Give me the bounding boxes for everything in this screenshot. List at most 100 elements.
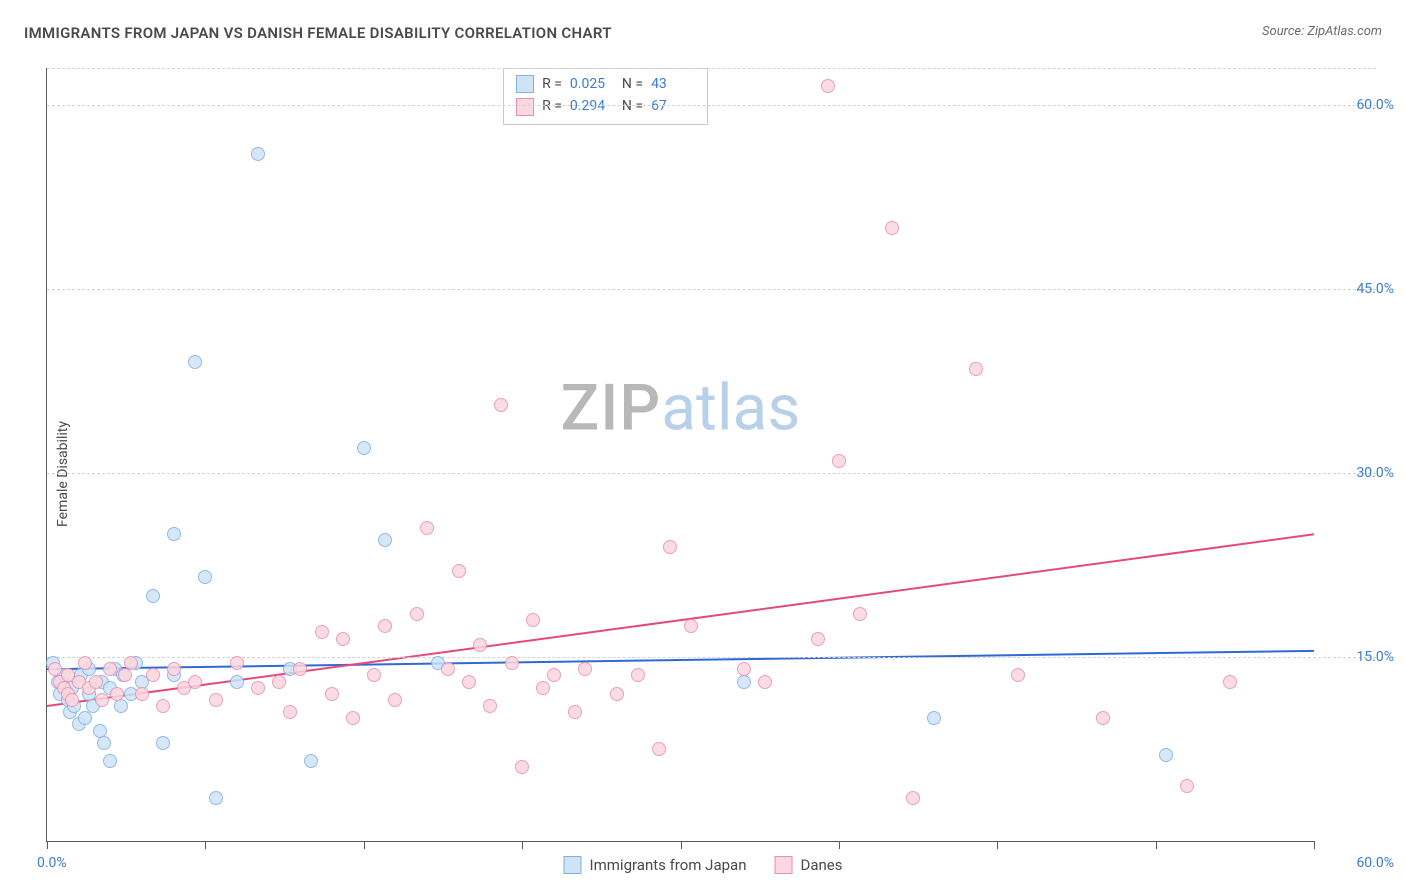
legend-label-0: Immigrants from Japan xyxy=(590,856,747,874)
scatter-point-series-1 xyxy=(135,687,149,701)
scatter-point-series-1 xyxy=(156,699,170,713)
scatter-point-series-1 xyxy=(684,619,698,633)
scatter-point-series-1 xyxy=(737,662,751,676)
scatter-point-series-1 xyxy=(1223,675,1237,689)
scatter-point-series-1 xyxy=(821,79,835,93)
r-value-1: 0.294 xyxy=(570,95,614,117)
scatter-plot: ZIPatlas R = 0.025 N = 43 R = 0.294 N = … xyxy=(46,68,1314,842)
scatter-point-series-0 xyxy=(114,699,128,713)
stats-legend: R = 0.025 N = 43 R = 0.294 N = 67 xyxy=(503,68,708,125)
scatter-point-series-1 xyxy=(494,398,508,412)
scatter-point-series-1 xyxy=(1011,668,1025,682)
r-label-1: R = xyxy=(542,95,562,117)
x-tick xyxy=(839,841,840,849)
scatter-point-series-1 xyxy=(251,681,265,695)
scatter-point-series-1 xyxy=(272,675,286,689)
scatter-point-series-1 xyxy=(336,632,350,646)
scatter-point-series-1 xyxy=(293,662,307,676)
legend-label-1: Danes xyxy=(800,856,842,874)
gridline xyxy=(47,68,1376,69)
scatter-point-series-0 xyxy=(146,589,160,603)
scatter-point-series-1 xyxy=(663,540,677,554)
scatter-point-series-0 xyxy=(103,754,117,768)
legend-item-0: Immigrants from Japan xyxy=(564,856,747,874)
scatter-point-series-0 xyxy=(156,736,170,750)
swatch-series-0 xyxy=(516,75,534,93)
scatter-point-series-1 xyxy=(505,656,519,670)
scatter-point-series-0 xyxy=(927,711,941,725)
n-value-0: 43 xyxy=(651,73,695,95)
scatter-point-series-1 xyxy=(230,656,244,670)
scatter-point-series-1 xyxy=(367,668,381,682)
watermark: ZIPatlas xyxy=(561,371,801,446)
scatter-point-series-1 xyxy=(420,521,434,535)
scatter-point-series-1 xyxy=(483,699,497,713)
scatter-point-series-0 xyxy=(188,355,202,369)
scatter-point-series-1 xyxy=(1180,779,1194,793)
x-tick xyxy=(47,841,48,849)
scatter-point-series-0 xyxy=(304,754,318,768)
gridline xyxy=(47,289,1376,290)
watermark-bold: ZIP xyxy=(561,371,662,446)
scatter-point-series-1 xyxy=(462,675,476,689)
x-max-label: 60.0% xyxy=(1356,855,1394,871)
scatter-point-series-0 xyxy=(251,147,265,161)
scatter-point-series-1 xyxy=(568,705,582,719)
x-min-label: 0.0% xyxy=(37,855,67,871)
x-tick xyxy=(681,841,682,849)
scatter-point-series-0 xyxy=(209,791,223,805)
scatter-point-series-1 xyxy=(631,668,645,682)
scatter-point-series-1 xyxy=(452,564,466,578)
scatter-point-series-1 xyxy=(118,668,132,682)
chart-container: Female Disability ZIPatlas R = 0.025 N =… xyxy=(0,56,1406,892)
scatter-point-series-1 xyxy=(325,687,339,701)
scatter-point-series-1 xyxy=(346,711,360,725)
n-value-1: 67 xyxy=(651,95,695,117)
scatter-point-series-1 xyxy=(969,362,983,376)
swatch-series-1 xyxy=(516,98,534,116)
r-label-0: R = xyxy=(542,73,562,95)
n-label-1: N = xyxy=(622,95,643,117)
x-tick xyxy=(522,841,523,849)
scatter-point-series-1 xyxy=(103,662,117,676)
scatter-point-series-1 xyxy=(89,675,103,689)
gridline xyxy=(47,105,1376,106)
x-tick xyxy=(997,841,998,849)
scatter-point-series-0 xyxy=(230,675,244,689)
bottom-legend: Immigrants from Japan Danes xyxy=(564,856,843,874)
scatter-point-series-1 xyxy=(1096,711,1110,725)
scatter-point-series-1 xyxy=(124,656,138,670)
scatter-point-series-0 xyxy=(167,527,181,541)
scatter-point-series-1 xyxy=(610,687,624,701)
stats-row-0: R = 0.025 N = 43 xyxy=(516,73,695,95)
page-title: IMMIGRANTS FROM JAPAN VS DANISH FEMALE D… xyxy=(24,24,612,42)
scatter-point-series-1 xyxy=(547,668,561,682)
scatter-point-series-1 xyxy=(410,607,424,621)
gridline xyxy=(47,657,1376,658)
scatter-point-series-1 xyxy=(906,791,920,805)
stats-row-1: R = 0.294 N = 67 xyxy=(516,95,695,117)
y-tick-label: 45.0% xyxy=(1334,281,1394,297)
scatter-point-series-1 xyxy=(811,632,825,646)
scatter-point-series-1 xyxy=(515,760,529,774)
scatter-point-series-1 xyxy=(388,693,402,707)
x-tick xyxy=(1314,841,1315,849)
y-tick-label: 30.0% xyxy=(1334,465,1394,481)
legend-swatch-1 xyxy=(774,856,792,874)
scatter-point-series-1 xyxy=(78,656,92,670)
scatter-point-series-0 xyxy=(1159,748,1173,762)
legend-swatch-0 xyxy=(564,856,582,874)
y-tick-label: 60.0% xyxy=(1334,97,1394,113)
scatter-point-series-1 xyxy=(167,662,181,676)
scatter-point-series-1 xyxy=(315,625,329,639)
scatter-point-series-0 xyxy=(97,736,111,750)
gridline xyxy=(47,473,1376,474)
scatter-point-series-1 xyxy=(652,742,666,756)
x-tick xyxy=(364,841,365,849)
watermark-light: atlas xyxy=(661,371,800,446)
scatter-point-series-1 xyxy=(441,662,455,676)
scatter-point-series-0 xyxy=(78,711,92,725)
scatter-point-series-1 xyxy=(536,681,550,695)
x-tick xyxy=(205,841,206,849)
source-attribution: Source: ZipAtlas.com xyxy=(1262,24,1382,39)
